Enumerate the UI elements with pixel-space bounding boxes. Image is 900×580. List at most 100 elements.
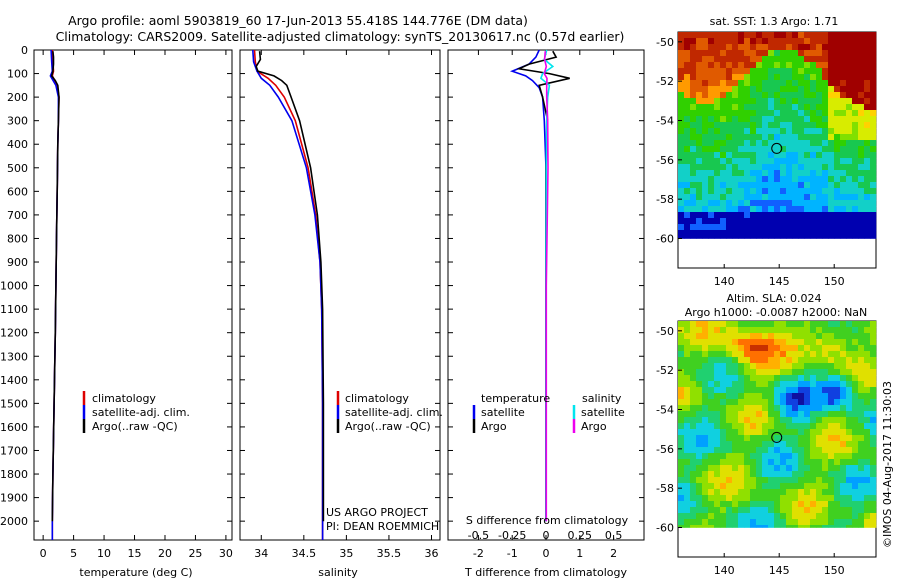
heatmap-cell xyxy=(696,471,703,478)
heatmap-cell xyxy=(690,429,697,436)
heatmap-cell xyxy=(756,459,763,466)
heatmap-cell xyxy=(780,375,787,382)
heatmap-cell xyxy=(864,152,871,159)
heatmap-cell xyxy=(792,38,799,45)
heatmap-cell xyxy=(774,44,781,51)
heatmap-cell xyxy=(750,104,757,111)
heatmap-cell xyxy=(678,453,685,460)
heatmap-cell xyxy=(720,98,727,105)
heatmap-cell xyxy=(684,92,691,99)
heatmap-cell xyxy=(756,170,763,177)
heatmap-cell xyxy=(678,92,685,99)
heatmap-cell xyxy=(690,200,697,207)
heatmap-cell xyxy=(774,363,781,370)
heatmap-cell xyxy=(852,170,859,177)
heatmap-cell xyxy=(798,194,805,201)
heatmap-cell xyxy=(816,459,823,466)
heatmap-cell xyxy=(864,236,871,239)
heatmap-cell xyxy=(774,158,781,165)
heatmap-cell xyxy=(732,369,739,376)
heatmap-cell xyxy=(750,236,757,239)
heatmap-cell xyxy=(834,477,841,484)
heatmap-cell xyxy=(756,357,763,364)
heatmap-cell xyxy=(846,164,853,171)
heatmap-cell xyxy=(732,441,739,448)
heatmap-cell xyxy=(858,128,865,135)
heatmap-cell xyxy=(732,104,739,111)
heatmap-cell xyxy=(864,56,871,63)
heatmap-cell xyxy=(678,164,685,171)
heatmap-cell xyxy=(870,441,877,448)
heatmap-cell xyxy=(840,86,847,93)
heatmap-cell xyxy=(840,441,847,448)
heatmap-cell xyxy=(684,38,691,45)
heatmap-cell xyxy=(690,393,697,400)
heatmap-cell xyxy=(852,236,859,239)
heatmap-cell xyxy=(744,104,751,111)
heatmap-cell xyxy=(696,98,703,105)
heatmap-cell xyxy=(726,164,733,171)
heatmap-cell xyxy=(786,50,793,57)
heatmap-cell xyxy=(768,158,775,165)
heatmap-cell xyxy=(834,345,841,352)
y-tick-label: 900 xyxy=(7,256,28,269)
heatmap-cell xyxy=(828,471,835,478)
heatmap-cell xyxy=(858,32,865,39)
heatmap-cell xyxy=(762,357,769,364)
heatmap-cell xyxy=(780,369,787,376)
heatmap-cell xyxy=(684,501,691,508)
heatmap-cell xyxy=(834,441,841,448)
heatmap-cell xyxy=(840,44,847,51)
heatmap-cell xyxy=(690,122,697,129)
heatmap-cell xyxy=(678,218,685,225)
heatmap-cell xyxy=(702,387,709,394)
heatmap-cell xyxy=(702,525,709,528)
difference-xlabel: T difference from climatology xyxy=(464,566,627,579)
heatmap-cell xyxy=(828,182,835,189)
heatmap-cell xyxy=(834,339,841,346)
heatmap-cell xyxy=(840,50,847,57)
temperature-xlabel: temperature (deg C) xyxy=(79,566,192,579)
heatmap-cell xyxy=(762,194,769,201)
heatmap-cell xyxy=(810,399,817,406)
heatmap-cell xyxy=(702,345,709,352)
heatmap-cell xyxy=(816,212,823,219)
heatmap-cell xyxy=(690,495,697,502)
heatmap-cell xyxy=(816,489,823,496)
heatmap-cell xyxy=(702,399,709,406)
heatmap-cell xyxy=(756,489,763,496)
heatmap-cell xyxy=(702,483,709,490)
heatmap-cell xyxy=(690,38,697,45)
heatmap-cell xyxy=(684,230,691,237)
heatmap-cell xyxy=(846,74,853,81)
heatmap-cell xyxy=(792,194,799,201)
heatmap-cell xyxy=(774,146,781,153)
heatmap-cell xyxy=(738,435,745,442)
heatmap-cell xyxy=(714,405,721,412)
heatmap-cell xyxy=(720,375,727,382)
heatmap-cell xyxy=(846,501,853,508)
sla-map-ticks: 140 145 150-50-52-54-56-58-60 xyxy=(656,325,845,577)
heatmap-cell xyxy=(798,447,805,454)
heatmap-cell xyxy=(726,345,733,352)
heatmap-cell xyxy=(684,465,691,472)
heatmap-cell xyxy=(720,381,727,388)
heatmap-cell xyxy=(756,483,763,490)
heatmap-cell xyxy=(828,152,835,159)
heatmap-cell xyxy=(762,128,769,135)
heatmap-cell xyxy=(774,339,781,346)
heatmap-cell xyxy=(750,194,757,201)
sla-map-subtitle: Argo h1000: -0.0087 h2000: NaN xyxy=(685,306,868,319)
heatmap-cell xyxy=(840,417,847,424)
y-tick-label: 700 xyxy=(7,209,28,222)
heatmap-cell xyxy=(750,44,757,51)
heatmap-cell xyxy=(858,116,865,123)
heatmap-cell xyxy=(792,321,799,328)
heatmap-cell xyxy=(834,447,841,454)
heatmap-cell xyxy=(750,176,757,183)
heatmap-cell xyxy=(732,453,739,460)
heatmap-cell xyxy=(702,327,709,334)
heatmap-cell xyxy=(864,423,871,430)
heatmap-cell xyxy=(780,333,787,340)
heatmap-cell xyxy=(828,405,835,412)
